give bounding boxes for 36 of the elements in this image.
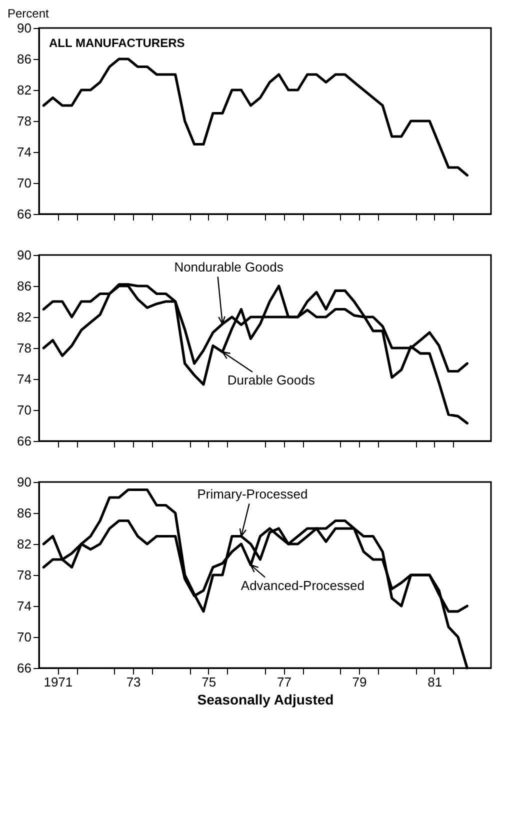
y-tick-label: 78	[17, 340, 32, 356]
y-tick-label: 90	[17, 248, 32, 262]
legend-label: Durable Goods	[227, 372, 316, 388]
y-tick-label: 70	[17, 630, 32, 644]
y-tick-label: 86	[17, 52, 32, 66]
y-tick-label: 74	[17, 598, 32, 614]
x-tick-label: 75	[202, 674, 216, 690]
legend-label: Advanced-Processed	[240, 578, 364, 593]
y-tick-label: 86	[17, 506, 32, 520]
y-tick-label: 78	[17, 114, 32, 128]
x-tick-label: 79	[352, 674, 367, 690]
x-tick-label: 77	[276, 674, 292, 690]
y-tick-label: 66	[17, 434, 32, 448]
y-tick-label: 70	[17, 402, 32, 418]
y-tick-label: 66	[17, 660, 32, 676]
y-tick-label: 82	[17, 536, 32, 552]
x-axis-title: Seasonally Adjusted	[197, 692, 334, 708]
y-tick-label: 82	[17, 310, 32, 324]
y-tick-label: 74	[17, 144, 32, 160]
y-tick-label: 66	[17, 206, 32, 222]
y-tick-label: 70	[17, 176, 32, 190]
series-label: Primary-Processed	[197, 486, 308, 502]
y-axis-title: Percent	[8, 6, 50, 20]
y-tick-label: 78	[17, 568, 32, 582]
y-tick-label: 82	[17, 82, 32, 98]
text: Nondurable Goods	[174, 259, 284, 274]
line-series	[42, 283, 468, 424]
annotation: ALL MANUFACTURERS	[49, 36, 185, 50]
y-tick-label: 74	[17, 372, 32, 386]
x-tick-label: 1971	[44, 674, 73, 690]
y-tick-label: 90	[17, 20, 32, 36]
y-tick-label: 90	[17, 474, 32, 490]
line-series	[42, 58, 468, 177]
y-tick-label: 86	[17, 278, 32, 294]
x-tick-label: 81	[428, 674, 442, 690]
x-tick-label: 73	[126, 674, 141, 690]
